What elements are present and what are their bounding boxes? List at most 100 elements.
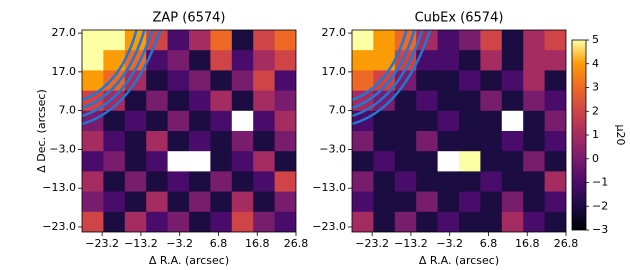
heatmap-cell xyxy=(437,30,460,51)
x-axis-label: Δ R.A. (arcsec) xyxy=(419,254,499,267)
heatmap-cell xyxy=(459,171,481,193)
heatmap-cell xyxy=(167,110,190,132)
heatmap-cell xyxy=(373,70,396,92)
y-tick-label: 27.0 xyxy=(52,26,77,39)
heatmap-cell xyxy=(103,110,126,132)
heatmap-cell xyxy=(544,211,566,232)
heatmap-cell xyxy=(437,131,460,152)
heatmap-cell xyxy=(167,131,190,152)
heatmap-cell xyxy=(274,191,296,213)
colorbar-tick-label: 4 xyxy=(592,57,599,70)
heatmap-cell xyxy=(394,191,417,213)
heatmap-cell xyxy=(394,211,417,232)
contour xyxy=(82,30,162,126)
heatmap-cell xyxy=(189,90,211,112)
heatmap-cell xyxy=(146,90,169,112)
heatmap-cell xyxy=(146,171,169,193)
y-tick-label: 7.0 xyxy=(59,104,77,117)
heatmap-cell xyxy=(167,191,190,213)
heatmap-cell xyxy=(501,211,524,232)
heatmap-cell xyxy=(82,191,104,213)
heatmap-cell xyxy=(523,151,546,172)
heatmap-cell xyxy=(352,30,374,51)
heatmap-cell xyxy=(437,211,460,232)
heatmap-cell xyxy=(167,70,190,92)
x-tick-label: 6.8 xyxy=(480,237,498,250)
heatmap-cell xyxy=(416,211,439,232)
heatmap-cell xyxy=(253,110,276,132)
heatmap-cell xyxy=(82,151,104,172)
heatmap-cell xyxy=(146,110,169,132)
heatmap-cell xyxy=(253,151,276,172)
heatmap-cell xyxy=(274,171,296,193)
x-tick-label: 26.8 xyxy=(554,237,579,250)
heatmap-cell xyxy=(373,151,396,172)
heatmap-cell xyxy=(544,151,566,172)
heatmap-cell xyxy=(146,191,169,213)
heatmap-cell xyxy=(103,90,126,112)
heatmap-cell xyxy=(373,171,396,193)
heatmap-cell xyxy=(167,30,190,51)
heatmap-cell xyxy=(480,70,503,92)
heatmap-cell xyxy=(231,30,254,51)
heatmap-cell xyxy=(437,151,460,172)
heatmap-cell xyxy=(437,50,460,71)
heatmap-cell xyxy=(459,151,481,172)
heatmap-cell xyxy=(501,110,524,132)
heatmap-cell xyxy=(501,151,524,172)
y-tick-label: 17.0 xyxy=(322,65,347,78)
contour xyxy=(82,30,154,118)
heatmap-cell xyxy=(231,191,254,213)
heatmap-cell xyxy=(501,70,524,92)
contour xyxy=(82,30,138,102)
heatmap-cell xyxy=(82,171,104,193)
heatmap-cell xyxy=(544,131,566,152)
heatmap-cell xyxy=(523,211,546,232)
y-tick-label: −3.0 xyxy=(319,142,346,155)
heatmap-cell xyxy=(416,151,439,172)
heatmap-cell xyxy=(167,211,190,232)
heatmap-cell xyxy=(523,50,546,71)
heatmap-cell xyxy=(253,90,276,112)
heatmap-cell xyxy=(189,30,211,51)
heatmap-cell xyxy=(210,50,233,71)
heatmap-cell xyxy=(523,90,546,112)
heatmap-cell xyxy=(274,90,296,112)
heatmap-cell xyxy=(210,30,233,51)
heatmap-cell xyxy=(231,171,254,193)
y-tick-label: 7.0 xyxy=(329,104,347,117)
heatmap-cell xyxy=(394,90,417,112)
heatmap-cell xyxy=(373,50,396,71)
colorbar-tick-label: 3 xyxy=(592,81,599,94)
heatmap-cell xyxy=(501,191,524,213)
contour xyxy=(352,30,424,118)
heatmap-cell xyxy=(459,131,481,152)
panel-title: ZAP (6574) xyxy=(153,11,226,26)
heatmap-cell xyxy=(501,30,524,51)
heatmap-cell xyxy=(480,191,503,213)
heatmap-cell xyxy=(82,131,104,152)
x-tick-label: −13.2 xyxy=(394,237,428,250)
heatmap-cell xyxy=(146,151,169,172)
heatmap-cell xyxy=(352,211,374,232)
heatmap-cell xyxy=(253,191,276,213)
heatmap-cell xyxy=(124,171,147,193)
heatmap-cell xyxy=(189,70,211,92)
heatmap-cell xyxy=(210,131,233,152)
x-tick-label: 26.8 xyxy=(284,237,309,250)
heatmap-cell xyxy=(437,191,460,213)
x-axis-label: Δ R.A. (arcsec) xyxy=(149,254,229,267)
heatmap-cell xyxy=(124,151,147,172)
colorbar-tick-label: 2 xyxy=(592,104,599,117)
colorbar-tick-label: −2 xyxy=(592,199,608,212)
heatmap-cell xyxy=(231,151,254,172)
heatmap-cell xyxy=(394,151,417,172)
heatmap-cell xyxy=(480,211,503,232)
colorbar-tick-label: 0 xyxy=(592,152,599,165)
heatmap-cell xyxy=(124,110,147,132)
heatmap-cell xyxy=(523,30,546,51)
heatmap-cell xyxy=(459,70,481,92)
x-tick-label: −3.2 xyxy=(166,237,193,250)
heatmap-cell xyxy=(189,171,211,193)
heatmap-cell xyxy=(459,211,481,232)
